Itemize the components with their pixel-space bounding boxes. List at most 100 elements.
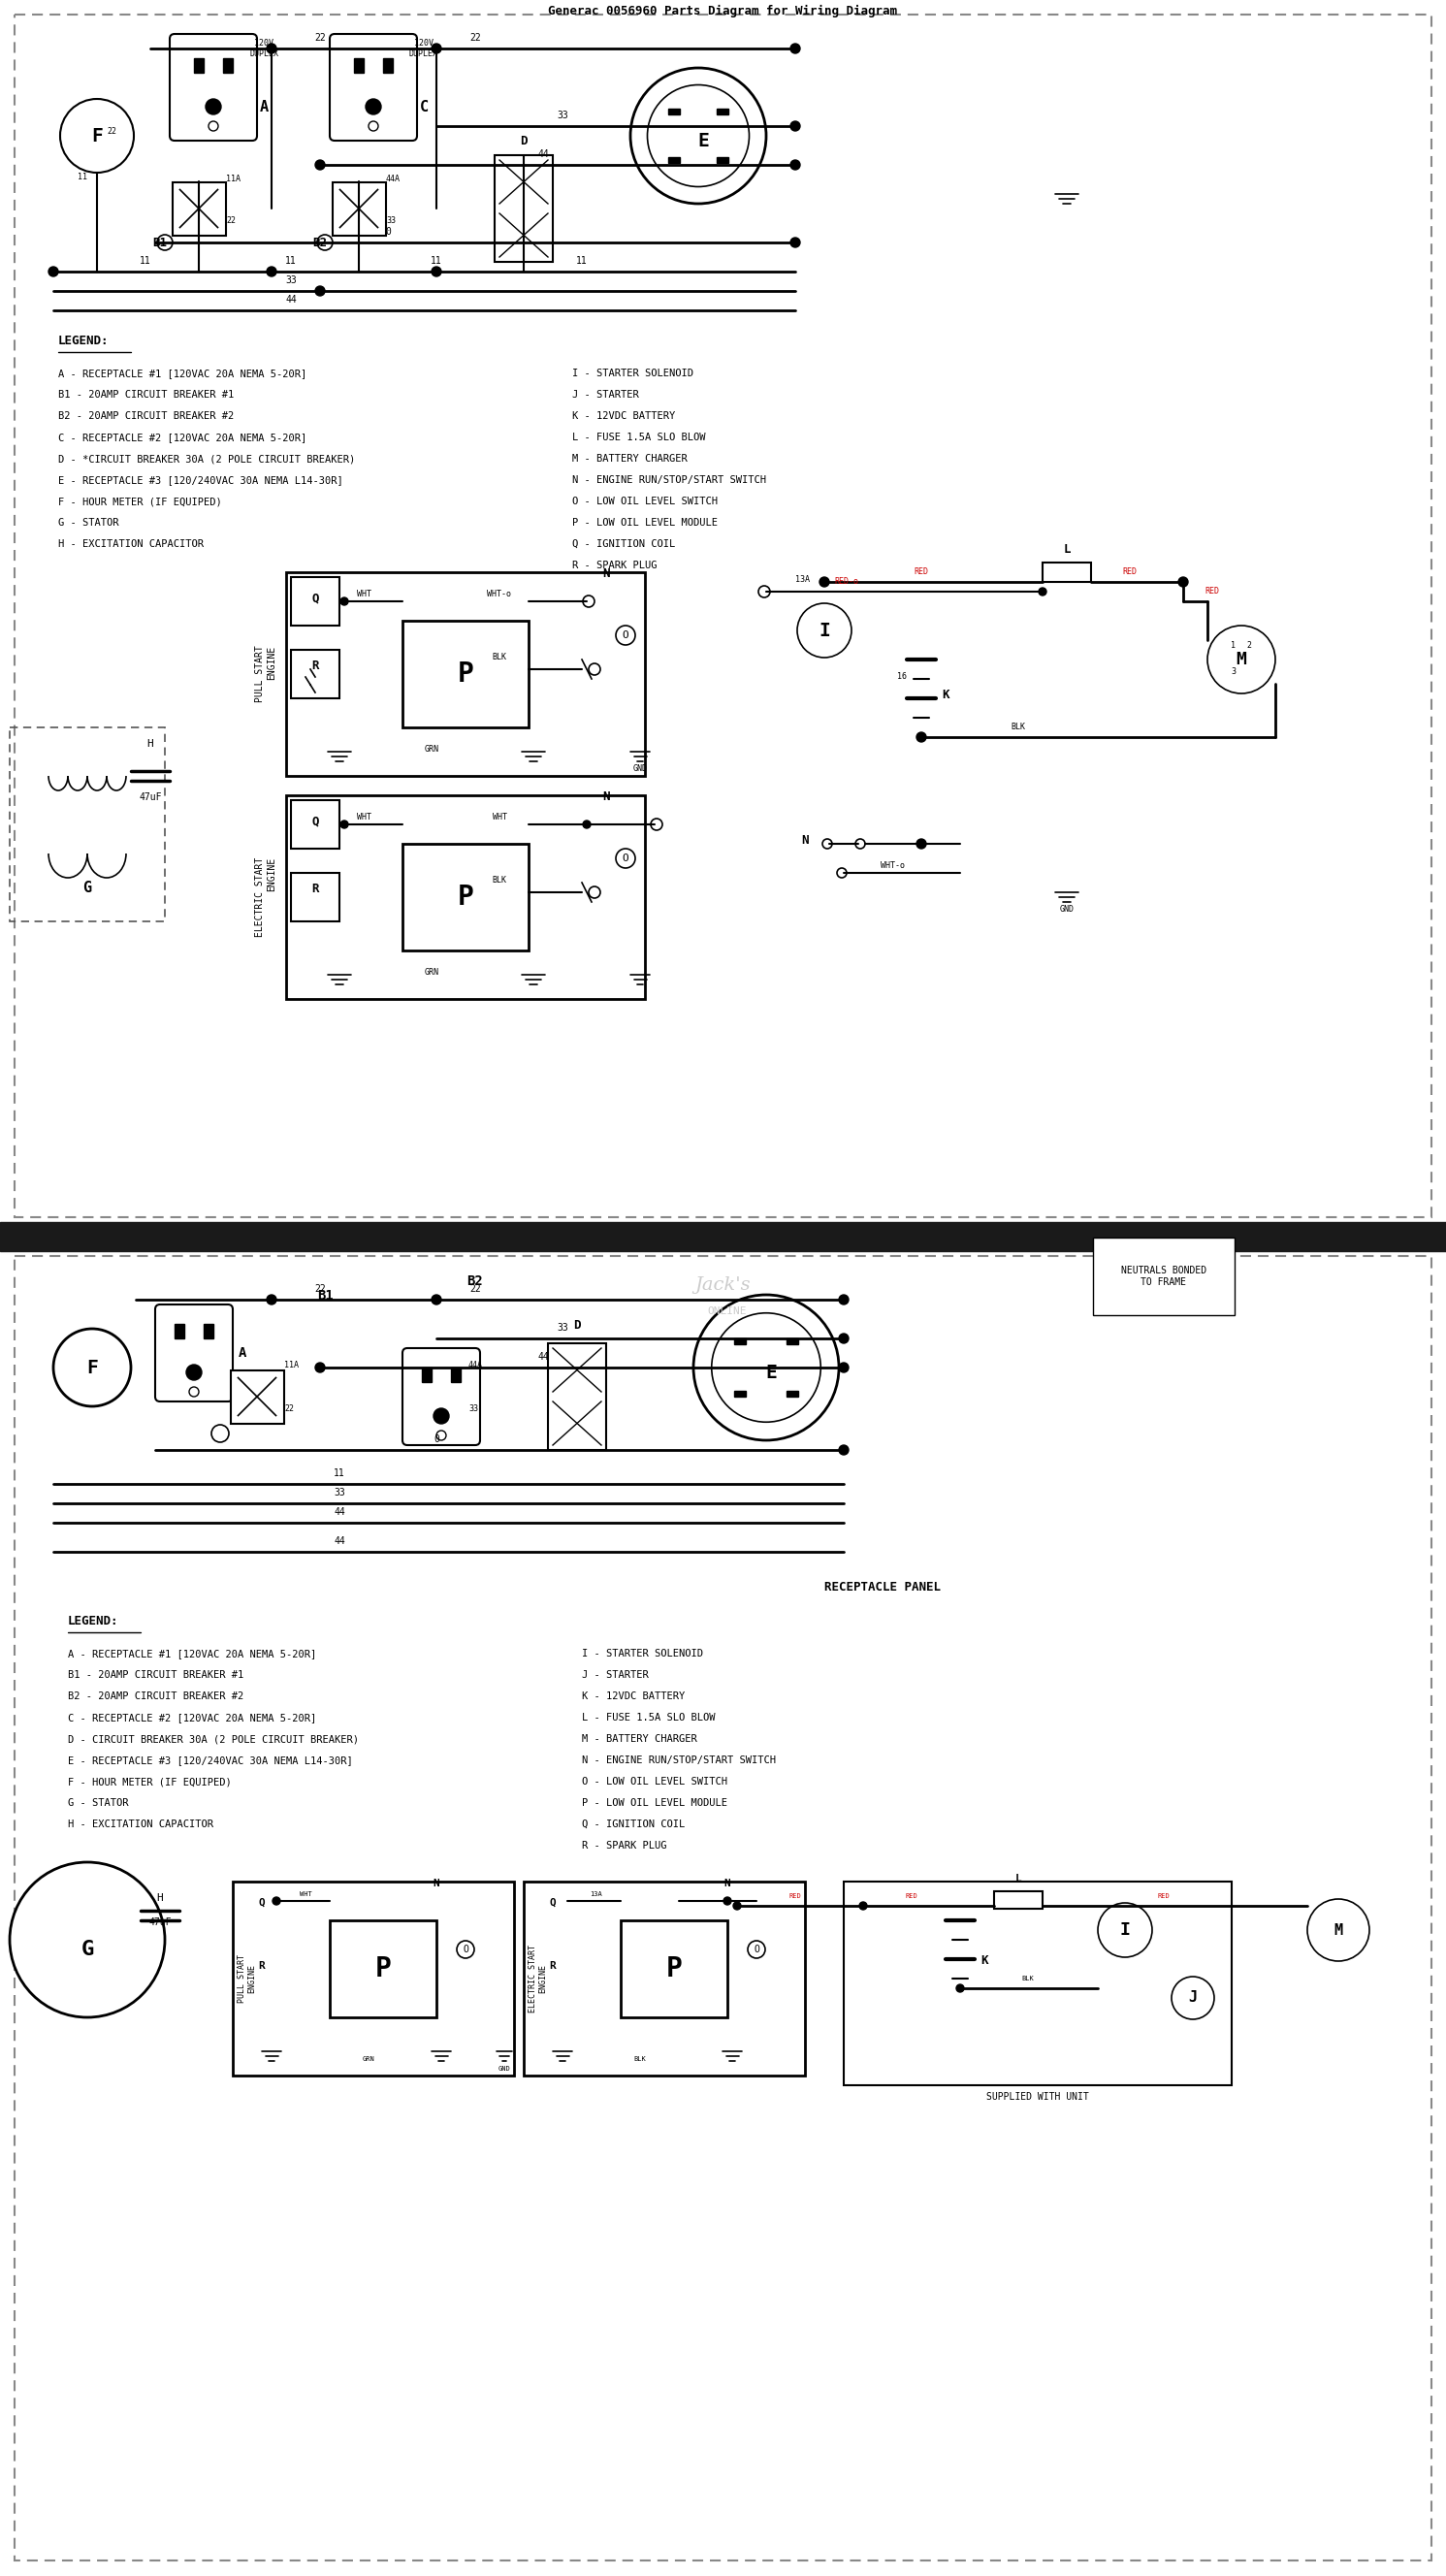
Text: 33: 33 xyxy=(285,276,296,286)
Text: K: K xyxy=(980,1955,988,1968)
Text: BLK: BLK xyxy=(1022,1976,1034,1981)
Text: RECEPTACLE PANEL: RECEPTACLE PANEL xyxy=(824,1582,941,1595)
Text: N: N xyxy=(434,1878,440,1888)
Text: L: L xyxy=(1015,1873,1021,1883)
Circle shape xyxy=(369,121,379,131)
Text: H - EXCITATION CAPACITOR: H - EXCITATION CAPACITOR xyxy=(68,1819,214,1829)
Polygon shape xyxy=(495,155,552,263)
Polygon shape xyxy=(383,59,393,72)
Polygon shape xyxy=(787,1391,798,1396)
Text: P - LOW OIL LEVEL MODULE: P - LOW OIL LEVEL MODULE xyxy=(581,1798,727,1808)
Text: 44: 44 xyxy=(285,294,296,304)
Polygon shape xyxy=(668,108,680,116)
Polygon shape xyxy=(330,1919,437,2017)
Text: O: O xyxy=(753,1945,759,1955)
Text: D - *CIRCUIT BREAKER 30A (2 POLE CIRCUIT BREAKER): D - *CIRCUIT BREAKER 30A (2 POLE CIRCUIT… xyxy=(58,453,356,464)
Circle shape xyxy=(54,1329,132,1406)
Text: ELECTRIC START
ENGINE: ELECTRIC START ENGINE xyxy=(256,858,276,938)
Polygon shape xyxy=(668,157,680,162)
Polygon shape xyxy=(194,59,204,72)
Text: 22: 22 xyxy=(107,126,116,137)
Text: M: M xyxy=(1236,652,1246,667)
Text: 44A: 44A xyxy=(469,1360,483,1370)
Polygon shape xyxy=(204,1324,214,1340)
Text: 22: 22 xyxy=(314,1283,325,1293)
Circle shape xyxy=(917,840,927,848)
Text: BLK: BLK xyxy=(633,2056,646,2061)
Polygon shape xyxy=(716,108,729,116)
Text: N: N xyxy=(603,791,610,804)
Text: F: F xyxy=(87,1358,98,1376)
Text: O: O xyxy=(622,853,629,863)
Circle shape xyxy=(1098,1904,1152,1958)
Text: B2: B2 xyxy=(467,1275,483,1288)
Text: GRN: GRN xyxy=(363,2056,375,2061)
Text: 11: 11 xyxy=(285,255,296,265)
Polygon shape xyxy=(548,1342,606,1450)
Circle shape xyxy=(823,840,831,848)
Text: RED: RED xyxy=(905,1893,918,1899)
Text: 22: 22 xyxy=(314,33,325,44)
Polygon shape xyxy=(291,649,340,698)
Text: P: P xyxy=(375,1955,392,1984)
Text: RED: RED xyxy=(1158,1893,1170,1899)
Text: GND: GND xyxy=(633,765,648,773)
Circle shape xyxy=(431,1296,441,1303)
Text: RED-o: RED-o xyxy=(834,577,859,585)
Text: A: A xyxy=(239,1347,246,1360)
Text: 33: 33 xyxy=(557,1324,568,1332)
Text: Q: Q xyxy=(311,814,318,827)
Text: N: N xyxy=(801,835,808,848)
Circle shape xyxy=(1207,626,1275,693)
Text: Generac 0056960 Parts Diagram for Wiring Diagram: Generac 0056960 Parts Diagram for Wiring… xyxy=(548,5,897,18)
Circle shape xyxy=(189,1386,198,1396)
Text: B1: B1 xyxy=(317,1288,333,1303)
Circle shape xyxy=(748,1940,765,1958)
Circle shape xyxy=(616,626,635,644)
Text: B2 - 20AMP CIRCUIT BREAKER #2: B2 - 20AMP CIRCUIT BREAKER #2 xyxy=(58,412,234,420)
Circle shape xyxy=(791,44,800,54)
Text: R: R xyxy=(311,659,318,672)
Text: 47uF: 47uF xyxy=(149,1917,172,1927)
Circle shape xyxy=(266,1296,276,1303)
Text: O: O xyxy=(622,631,629,639)
Text: 2: 2 xyxy=(1246,641,1252,649)
Text: PULL START
ENGINE: PULL START ENGINE xyxy=(239,1955,257,2002)
Text: 16: 16 xyxy=(897,672,907,680)
Text: 33: 33 xyxy=(557,111,568,121)
Text: 33: 33 xyxy=(386,216,396,224)
Text: WHT: WHT xyxy=(299,1891,312,1896)
Text: G: G xyxy=(81,1940,94,1960)
Text: 13A: 13A xyxy=(590,1891,603,1896)
Text: 0: 0 xyxy=(434,1435,440,1445)
Text: LEGEND:: LEGEND: xyxy=(58,335,108,348)
Text: RED: RED xyxy=(914,567,928,577)
Text: Q: Q xyxy=(311,592,318,605)
Polygon shape xyxy=(333,183,386,234)
Circle shape xyxy=(315,1363,325,1373)
Text: 11A: 11A xyxy=(226,175,240,183)
Text: 1: 1 xyxy=(1231,641,1236,649)
Circle shape xyxy=(187,1365,202,1381)
Text: 11: 11 xyxy=(140,255,152,265)
Text: E - RECEPTACLE #3 [120/240VAC 30A NEMA L14-30R]: E - RECEPTACLE #3 [120/240VAC 30A NEMA L… xyxy=(68,1754,353,1765)
Text: K - 12VDC BATTERY: K - 12VDC BATTERY xyxy=(573,412,675,420)
Text: N: N xyxy=(724,1878,730,1888)
Text: H - EXCITATION CAPACITOR: H - EXCITATION CAPACITOR xyxy=(58,538,204,549)
Text: P: P xyxy=(457,884,474,912)
Text: GND: GND xyxy=(497,2066,510,2071)
Text: 11: 11 xyxy=(431,255,442,265)
Text: P - LOW OIL LEVEL MODULE: P - LOW OIL LEVEL MODULE xyxy=(573,518,717,528)
Polygon shape xyxy=(716,157,729,162)
Circle shape xyxy=(648,85,749,185)
Circle shape xyxy=(266,44,276,54)
Text: H: H xyxy=(147,739,153,750)
Text: M: M xyxy=(1333,1922,1343,1937)
Text: L - FUSE 1.5A SLO BLOW: L - FUSE 1.5A SLO BLOW xyxy=(573,433,706,443)
Text: Q - IGNITION COIL: Q - IGNITION COIL xyxy=(581,1819,685,1829)
Polygon shape xyxy=(402,845,529,951)
Circle shape xyxy=(10,1862,165,2017)
Circle shape xyxy=(211,1425,228,1443)
Text: C - RECEPTACLE #2 [120VAC 20A NEMA 5-20R]: C - RECEPTACLE #2 [120VAC 20A NEMA 5-20R… xyxy=(58,433,307,443)
Circle shape xyxy=(315,286,325,296)
